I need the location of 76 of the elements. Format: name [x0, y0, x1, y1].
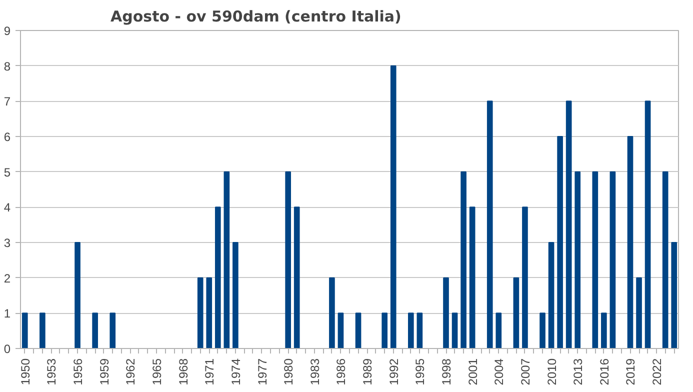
bar: [566, 100, 572, 348]
y-tick-label: 1: [4, 306, 11, 321]
x-tick-label: 2013: [571, 358, 586, 386]
x-tick-label: 2022: [650, 358, 664, 386]
y-tick-label: 0: [4, 342, 11, 356]
bar: [443, 277, 449, 348]
x-tick-label: 1956: [71, 358, 86, 386]
x-tick-label: 2004: [492, 358, 506, 386]
y-tick-label: 2: [4, 271, 11, 286]
bar: [416, 312, 423, 348]
chart-title: Agosto - ov 590dam (centro Italia): [110, 8, 402, 26]
x-tick-label: 1953: [44, 358, 59, 386]
bar: [110, 312, 116, 348]
bar: [224, 171, 230, 348]
bar: [40, 312, 46, 348]
bar: [496, 312, 502, 348]
bar: [408, 312, 414, 348]
x-tick-label: 1959: [97, 358, 112, 386]
x-tick-label: 1950: [18, 358, 32, 386]
x-tick-label: 2016: [597, 358, 612, 386]
x-tick-label: 1965: [150, 358, 164, 386]
bar: [382, 312, 388, 348]
bar: [92, 312, 98, 348]
bar: [452, 312, 458, 348]
bar: [540, 312, 546, 348]
bar: [644, 100, 651, 348]
bar: [22, 312, 28, 348]
x-tick-label: 1995: [413, 358, 428, 386]
bar: [469, 206, 476, 348]
bar: [338, 312, 344, 348]
bar: [548, 242, 554, 348]
bar: [285, 171, 291, 348]
x-tick-label: 1998: [440, 358, 454, 386]
bar: [74, 242, 80, 348]
bar: [592, 171, 598, 348]
y-tick-label: 6: [4, 130, 11, 144]
x-tick-label: 1971: [202, 358, 217, 386]
y-tick-label: 7: [4, 94, 11, 109]
y-tick-label: 4: [4, 200, 11, 215]
bar: [206, 277, 212, 348]
bar: [557, 136, 563, 348]
bar: [390, 65, 396, 348]
bar: [513, 277, 520, 348]
x-tick-label: 1986: [334, 358, 348, 386]
bar: [574, 171, 581, 348]
x-tick-label: 2019: [624, 358, 638, 386]
bar: [232, 242, 238, 348]
y-tick-label: 3: [4, 236, 11, 250]
bar: [636, 277, 642, 348]
x-tick-label: 2010: [544, 358, 559, 386]
bar: [522, 206, 528, 348]
y-tick-label: 8: [4, 59, 11, 74]
y-tick-label: 5: [4, 165, 11, 180]
bar: [214, 206, 221, 348]
bar: [671, 242, 678, 348]
x-tick-label: 1968: [176, 358, 190, 386]
x-tick-label: 1989: [360, 358, 375, 386]
bar: [486, 100, 493, 348]
bar: [294, 206, 300, 348]
x-tick-label: 1983: [308, 358, 322, 386]
x-tick-label: 1980: [282, 358, 296, 386]
bar: [601, 312, 607, 348]
bar: [329, 277, 335, 348]
bar: [627, 136, 634, 348]
x-tick-label: 1977: [255, 358, 270, 386]
y-tick-label: 9: [4, 24, 11, 38]
bar: [197, 277, 204, 348]
x-tick-label: 1962: [124, 358, 138, 386]
bar: [610, 171, 616, 348]
bar: [460, 171, 466, 348]
bar: [662, 171, 668, 348]
x-tick-label: 1974: [228, 358, 243, 386]
x-tick-label: 2007: [518, 358, 532, 386]
bar: [355, 312, 362, 348]
x-tick-label: 1992: [386, 358, 401, 386]
x-tick-label: 2001: [466, 358, 480, 386]
